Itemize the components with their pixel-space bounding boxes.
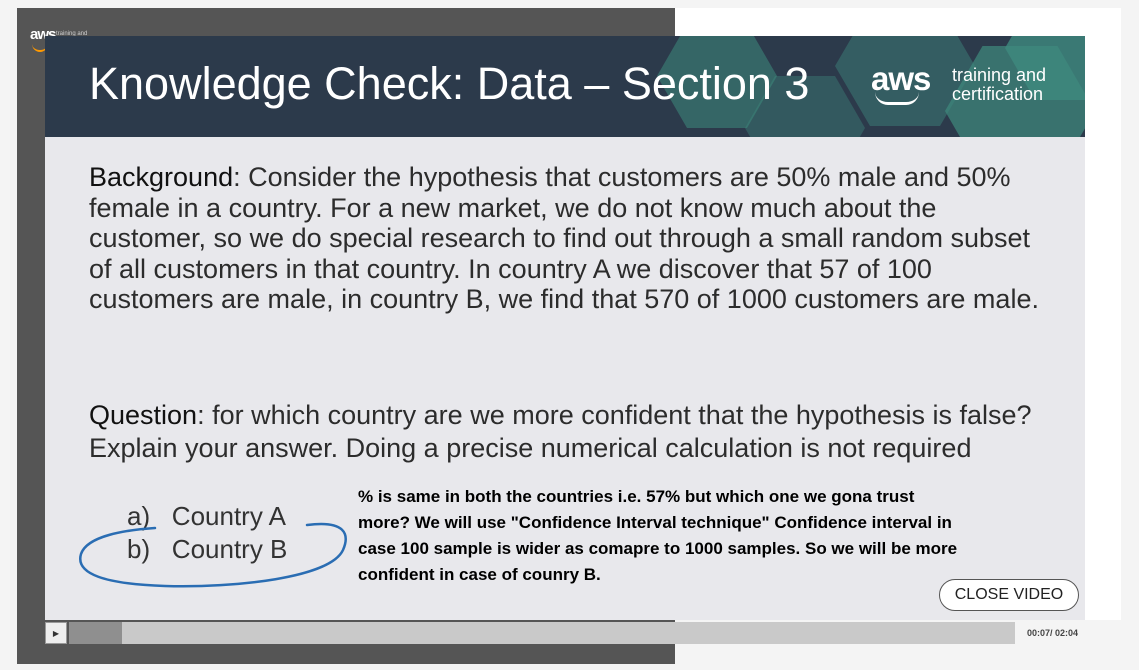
aws-mini-logo-subtext: training and	[56, 31, 88, 37]
question-paragraph: Question: for which country are we more …	[89, 399, 1059, 464]
option-b: b) Country B	[127, 534, 287, 565]
video-controls: ▶ 00:07/ 02:04	[45, 622, 1085, 644]
video-progress-fill	[69, 622, 122, 644]
play-button[interactable]: ▶	[45, 622, 67, 644]
question-label: Question	[89, 400, 198, 430]
option-a-label: a)	[127, 501, 151, 531]
background-paragraph: Background: Consider the hypothesis that…	[89, 162, 1059, 315]
aws-tagline-line2: certification	[952, 84, 1044, 104]
slide-header: Knowledge Check: Data – Section 3 aws tr…	[45, 36, 1085, 137]
close-video-button[interactable]: CLOSE VIDEO	[939, 579, 1079, 611]
option-b-text: Country B	[171, 534, 288, 564]
play-icon: ▶	[52, 628, 60, 638]
answer-annotation: % is same in both the countries i.e. 57%…	[358, 487, 958, 584]
question-text: : for which country are we more confiden…	[89, 400, 1032, 463]
video-time: 00:07/ 02:04	[1026, 628, 1079, 638]
background-text: : Consider the hypothesis that customers…	[89, 162, 1039, 315]
background-label: Background	[89, 162, 234, 192]
aws-smile-icon	[32, 44, 48, 52]
aws-logo: aws	[871, 62, 931, 106]
video-frame[interactable]: Knowledge Check: Data – Section 3 aws tr…	[45, 36, 1085, 620]
slide-title: Knowledge Check: Data – Section 3	[89, 58, 810, 109]
option-b-label: b)	[127, 534, 151, 564]
aws-logo-word: aws	[871, 60, 931, 97]
option-a-text: Country A	[171, 501, 286, 531]
aws-tagline: training and certification	[952, 66, 1046, 104]
video-progress-bar[interactable]	[69, 622, 1015, 644]
aws-smile-icon	[875, 92, 919, 105]
answer-circle-annotation	[79, 522, 347, 588]
option-a: a) Country A	[127, 501, 286, 532]
aws-tagline-line1: training and	[952, 65, 1047, 85]
